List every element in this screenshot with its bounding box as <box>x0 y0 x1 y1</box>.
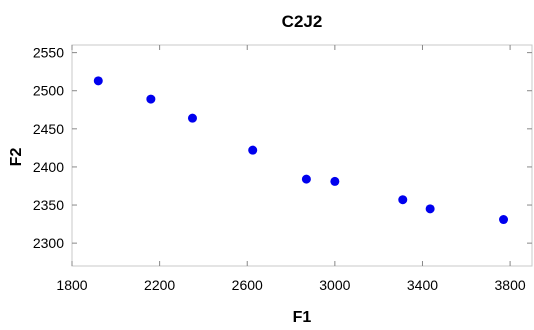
x-tick-label: 2200 <box>144 277 175 293</box>
axis-ticks: 1800 2200 2600 3000 3400 3800 2300 2350 2400 2450… <box>33 45 532 293</box>
x-tick-label: 3000 <box>319 277 350 293</box>
data-point <box>499 215 509 225</box>
y-axis-label: F2 <box>8 148 25 167</box>
data-point <box>146 94 156 104</box>
plot-frame <box>71 44 533 267</box>
data-point <box>330 176 340 186</box>
data-point <box>425 204 435 214</box>
y-tick-label: 2350 <box>33 197 64 213</box>
data-point <box>93 76 103 86</box>
x-tick-label: 2600 <box>232 277 263 293</box>
data-points <box>93 76 509 225</box>
chart-title: C2J2 <box>282 12 323 31</box>
data-point <box>187 113 197 123</box>
x-tick-label: 1800 <box>56 277 87 293</box>
data-point <box>248 145 258 155</box>
x-axis-label: F1 <box>293 309 312 326</box>
y-tick-label: 2300 <box>33 235 64 251</box>
y-tick-label: 2450 <box>33 121 64 137</box>
x-tick-label: 3800 <box>495 277 526 293</box>
data-point <box>301 174 311 184</box>
data-point <box>398 195 408 205</box>
x-tick-label: 3400 <box>407 277 438 293</box>
y-tick-label: 2400 <box>33 159 64 175</box>
y-tick-label: 2550 <box>33 45 64 61</box>
y-tick-label: 2500 <box>33 83 64 99</box>
